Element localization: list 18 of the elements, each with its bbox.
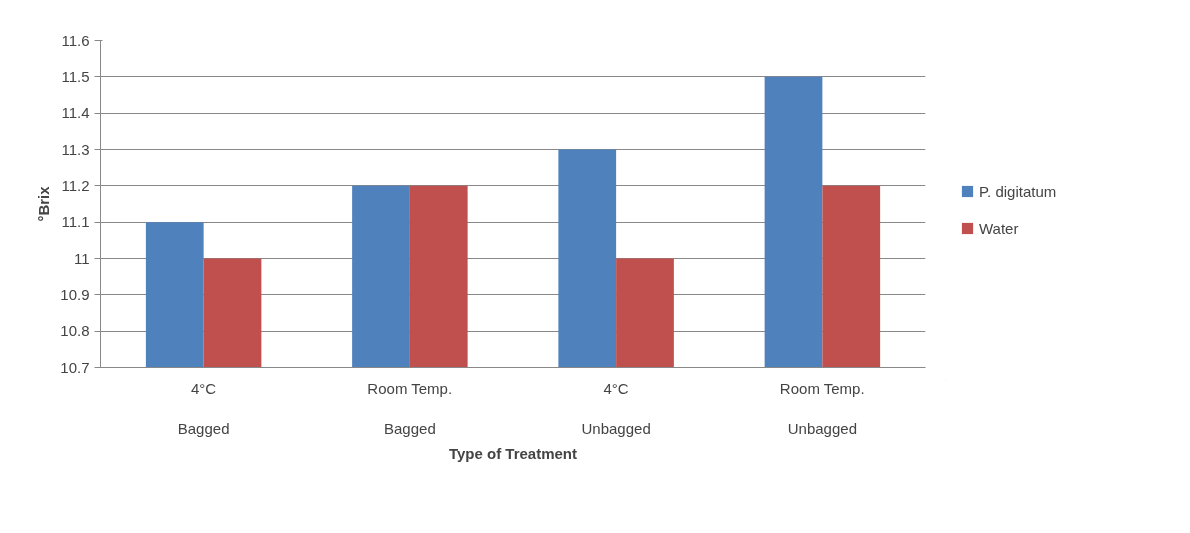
y-tick-label: 11.1 <box>61 213 90 231</box>
x-axis-title: Type of Treatment <box>448 445 578 463</box>
y-tick-label: 11.6 <box>61 31 90 49</box>
y-tick-label: 10.9 <box>60 285 90 303</box>
category-label: Room Temp. Bagged <box>367 379 453 438</box>
y-tick-label: 11.5 <box>61 67 90 85</box>
category-label: 4°C Bagged <box>177 379 230 438</box>
y-tick-label: 11.4 <box>61 104 90 122</box>
y-tick-label: 11 <box>73 249 90 267</box>
legend-label: P. digitatum <box>979 182 1057 200</box>
category-label: Room Temp. Unbagged <box>779 379 865 438</box>
y-tick-label: 11.3 <box>61 140 90 158</box>
category-label: 4°C Unbagged <box>581 379 651 438</box>
legend-label: Water <box>979 219 1019 237</box>
y-tick-label: 10.7 <box>60 358 90 376</box>
y-tick-label: 10.8 <box>60 322 90 340</box>
y-tick-label: 11.2 <box>61 176 90 194</box>
y-axis-title: °Brix <box>35 185 53 222</box>
